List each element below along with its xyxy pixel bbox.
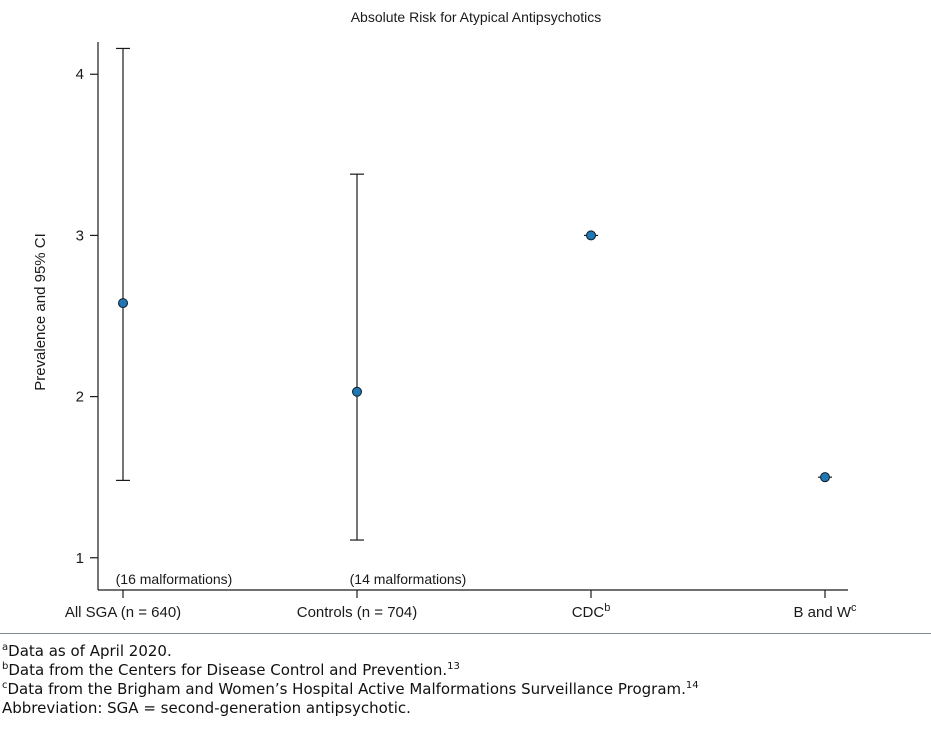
absolute-risk-chart: Absolute Risk for Atypical Antipsychotic… [32, 9, 857, 621]
data-point [118, 298, 128, 309]
x-tick-label: B and Wc [793, 602, 857, 621]
x-tick-label: Controls (n = 704) [297, 604, 417, 621]
x-tick-label: All SGA (n = 640) [65, 604, 181, 621]
x-tick-label: CDCb [572, 602, 611, 621]
point-annotation: (16 malformations) [116, 571, 233, 587]
point-annotation: (14 malformations) [350, 571, 467, 587]
footnote-c: cData from the Brigham and Women’s Hospi… [2, 680, 699, 698]
y-tick-label: 4 [76, 66, 84, 83]
y-axis-label: Prevalence and 95% CI [32, 233, 49, 391]
y-tick-label: 1 [76, 550, 84, 567]
plot-marks: (16 malformations) (14 malformations) [116, 47, 832, 587]
footnotes: aData as of April 2020. bData from the C… [2, 642, 927, 718]
footnote-abbreviation: Abbreviation: SGA = second-generation an… [2, 699, 411, 717]
footnote-b: bData from the Centers for Disease Contr… [2, 661, 460, 679]
chart-title: Absolute Risk for Atypical Antipsychotic… [351, 9, 602, 25]
axes: 1 2 3 4 All SGA (n = 640) Controls (n = 704) C… [65, 42, 857, 621]
footnote-a: aData as of April 2020. [2, 642, 172, 660]
data-point [820, 472, 830, 483]
y-tick-label: 3 [76, 227, 84, 244]
data-point [352, 386, 362, 397]
footnote-divider [0, 633, 931, 634]
y-tick-label: 2 [76, 389, 84, 406]
data-point [586, 230, 596, 241]
